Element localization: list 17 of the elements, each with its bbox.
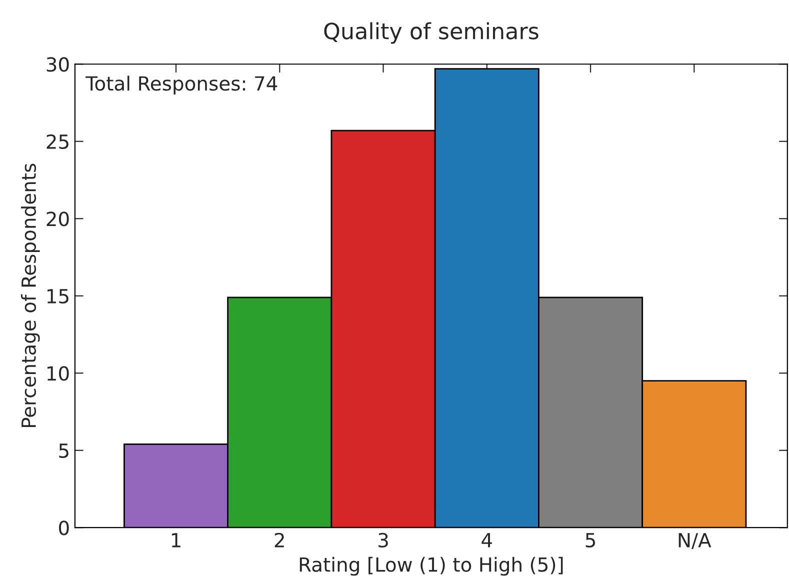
annotation: Total Responses: 74: [86, 76, 278, 95]
chart-title: Quality of seminars: [324, 22, 538, 44]
y-tick-label: 15: [47, 289, 68, 304]
x-tick-label: 3: [378, 532, 388, 548]
y-axis-title: Percentage of Respondents: [20, 164, 40, 428]
x-tick-label: 2: [274, 532, 284, 548]
x-tick-label: 4: [482, 533, 492, 548]
y-tick-label: 0: [59, 520, 69, 536]
x-tick-label: 5: [586, 533, 596, 548]
x-axis-title: Rating [Low (1) to High (5)]: [300, 556, 563, 576]
y-tick-label: 5: [59, 444, 68, 458]
y-tick-label: 10: [47, 366, 69, 381]
x-tick-label: N/A: [678, 533, 712, 550]
y-tick-label: 20: [46, 212, 69, 226]
y-tick-label: 25: [46, 134, 68, 150]
y-tick-label: 30: [46, 57, 69, 72]
x-tick-label: 1: [172, 533, 180, 548]
